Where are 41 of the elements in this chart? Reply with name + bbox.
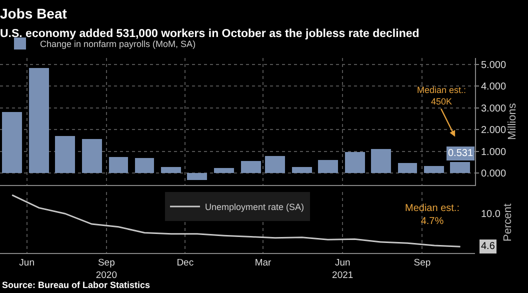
y-tick-label: 4.000 xyxy=(481,82,506,93)
legend-label: Unemployment rate (SA) xyxy=(205,202,304,212)
bar xyxy=(55,136,75,173)
bar xyxy=(265,156,285,173)
bar xyxy=(161,167,181,173)
text: 10.0 xyxy=(481,209,501,220)
y-tick-label: 3.000 xyxy=(481,103,506,114)
y-tick-label: 2.000 xyxy=(481,125,506,136)
text: 4.6 xyxy=(481,241,496,252)
bar xyxy=(371,149,391,173)
bar xyxy=(345,152,365,173)
x-tick-label: Mar xyxy=(254,257,272,268)
bar xyxy=(82,139,102,173)
y-tick-label: 0.000 xyxy=(481,168,506,180)
bar xyxy=(241,161,261,173)
y-tick-label: 1.000 xyxy=(481,146,506,158)
bar xyxy=(109,157,128,173)
bar xyxy=(318,160,338,173)
source-note: Source: Bureau of Labor Statistics xyxy=(2,280,150,290)
bar xyxy=(2,112,22,173)
bar xyxy=(29,68,49,173)
y-axis-title: Millions xyxy=(506,102,519,140)
annotation: Median est.: 4.7% xyxy=(405,203,460,227)
legend-label: Change in nonfarm payrolls (MoM, SA) xyxy=(40,39,196,50)
x-tick-label: Jun 2021 xyxy=(332,257,354,281)
bar xyxy=(398,163,417,173)
bar xyxy=(292,167,312,173)
y-tick-label: 5.000 xyxy=(481,60,506,72)
chart-title: Jobs Beat xyxy=(0,6,68,22)
x-tick-label: Sep 2020 xyxy=(96,257,117,281)
x-tick-label: Sep xyxy=(414,257,431,268)
bar xyxy=(135,158,154,173)
bar xyxy=(214,168,234,173)
annotation: Median est.: 450K xyxy=(417,85,466,107)
chart-subtitle: U.S. economy added 531,000 workers in October as the jobless rate declined xyxy=(0,28,420,40)
bar xyxy=(424,166,444,173)
data-label: 0.531 xyxy=(448,148,474,159)
x-tick-label: Jun xyxy=(19,257,34,268)
bar xyxy=(187,173,207,180)
y-axis-title: Percent xyxy=(502,204,514,242)
x-tick-label: Dec xyxy=(176,257,194,268)
